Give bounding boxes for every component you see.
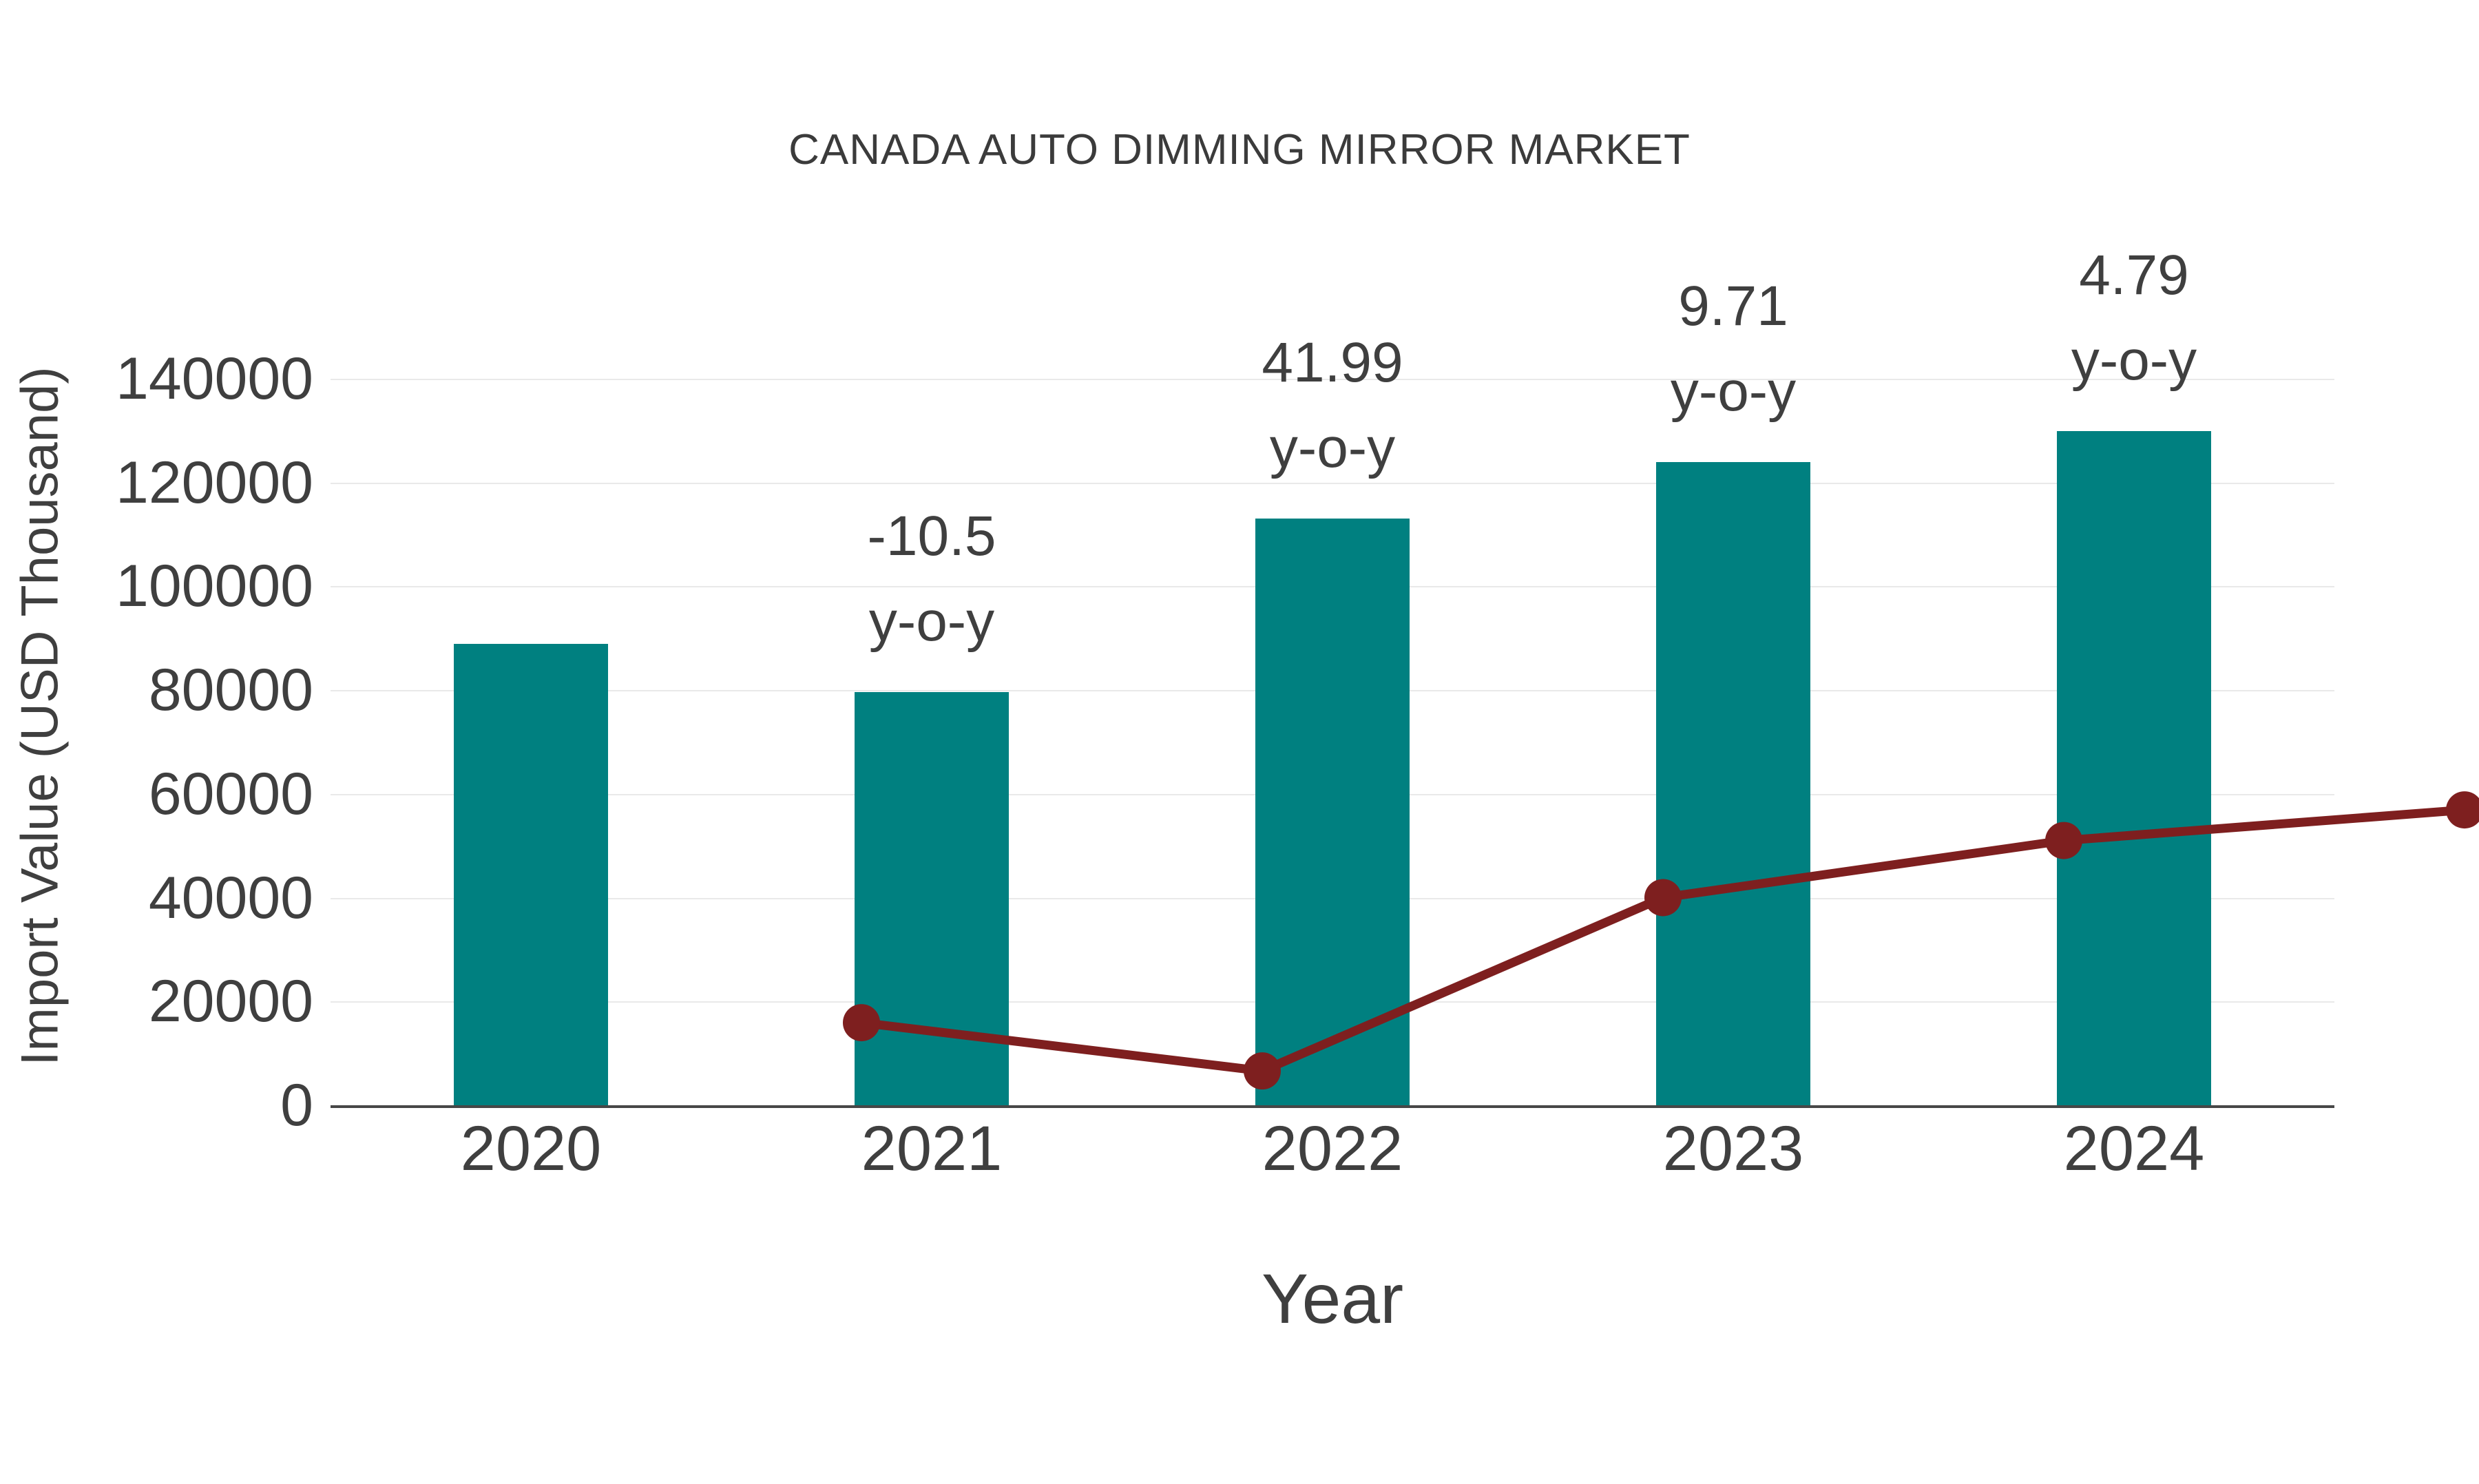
y-tick-label: 40000 <box>148 864 313 931</box>
y-tick-label: 100000 <box>116 553 313 620</box>
bar-2021 <box>855 692 1009 1105</box>
yoy-suffix: y-o-y <box>868 590 995 654</box>
yoy-value: 41.99 <box>1262 331 1403 395</box>
x-tick-label-2022: 2022 <box>1262 1114 1403 1184</box>
chart-title: CANADA AUTO DIMMING MIRROR MARKET <box>788 126 1691 174</box>
yoy-value: -10.5 <box>867 505 996 568</box>
x-tick-label-2024: 2024 <box>2063 1114 2205 1184</box>
x-tick-label-2021: 2021 <box>861 1114 1003 1184</box>
yoy-suffix: y-o-y <box>2071 329 2197 393</box>
gridline <box>331 482 2334 484</box>
y-tick-label: 20000 <box>148 968 313 1035</box>
canvas: { "page": { "background": "#FFFFFF" }, "… <box>10 126 2479 1338</box>
x-tick-label-2020: 2020 <box>460 1114 602 1184</box>
y-tick-label: 0 <box>280 1072 313 1138</box>
bar-2023 <box>1656 461 1810 1105</box>
y-tick-label: 120000 <box>116 449 313 516</box>
x-tick-label-2023: 2023 <box>1662 1114 1804 1184</box>
y-tick-label: 140000 <box>116 346 313 412</box>
yoy-annotation-2022: 41.99 y-o-y <box>1262 320 1403 491</box>
yoy-annotation-2024: 4.79 y-o-y <box>2071 233 2197 404</box>
bar-2024 <box>2057 431 2211 1105</box>
x-axis-title: Year <box>1261 1260 1404 1338</box>
trend-marker-2024 <box>2446 791 2479 829</box>
y-tick-label: 60000 <box>148 760 313 827</box>
bar-2020 <box>454 644 608 1105</box>
yoy-annotation-2023: 9.71 y-o-y <box>1671 264 1796 435</box>
y-tick-label: 80000 <box>148 657 313 724</box>
yoy-annotation-2021: -10.5 y-o-y <box>868 494 996 665</box>
bar-2022 <box>1255 519 1410 1105</box>
gridline <box>331 379 2334 380</box>
yoy-suffix: y-o-y <box>1269 417 1396 480</box>
yoy-value: 9.71 <box>1678 274 1788 337</box>
yoy-value: 4.79 <box>2079 244 2189 307</box>
yoy-suffix: y-o-y <box>1670 359 1797 423</box>
